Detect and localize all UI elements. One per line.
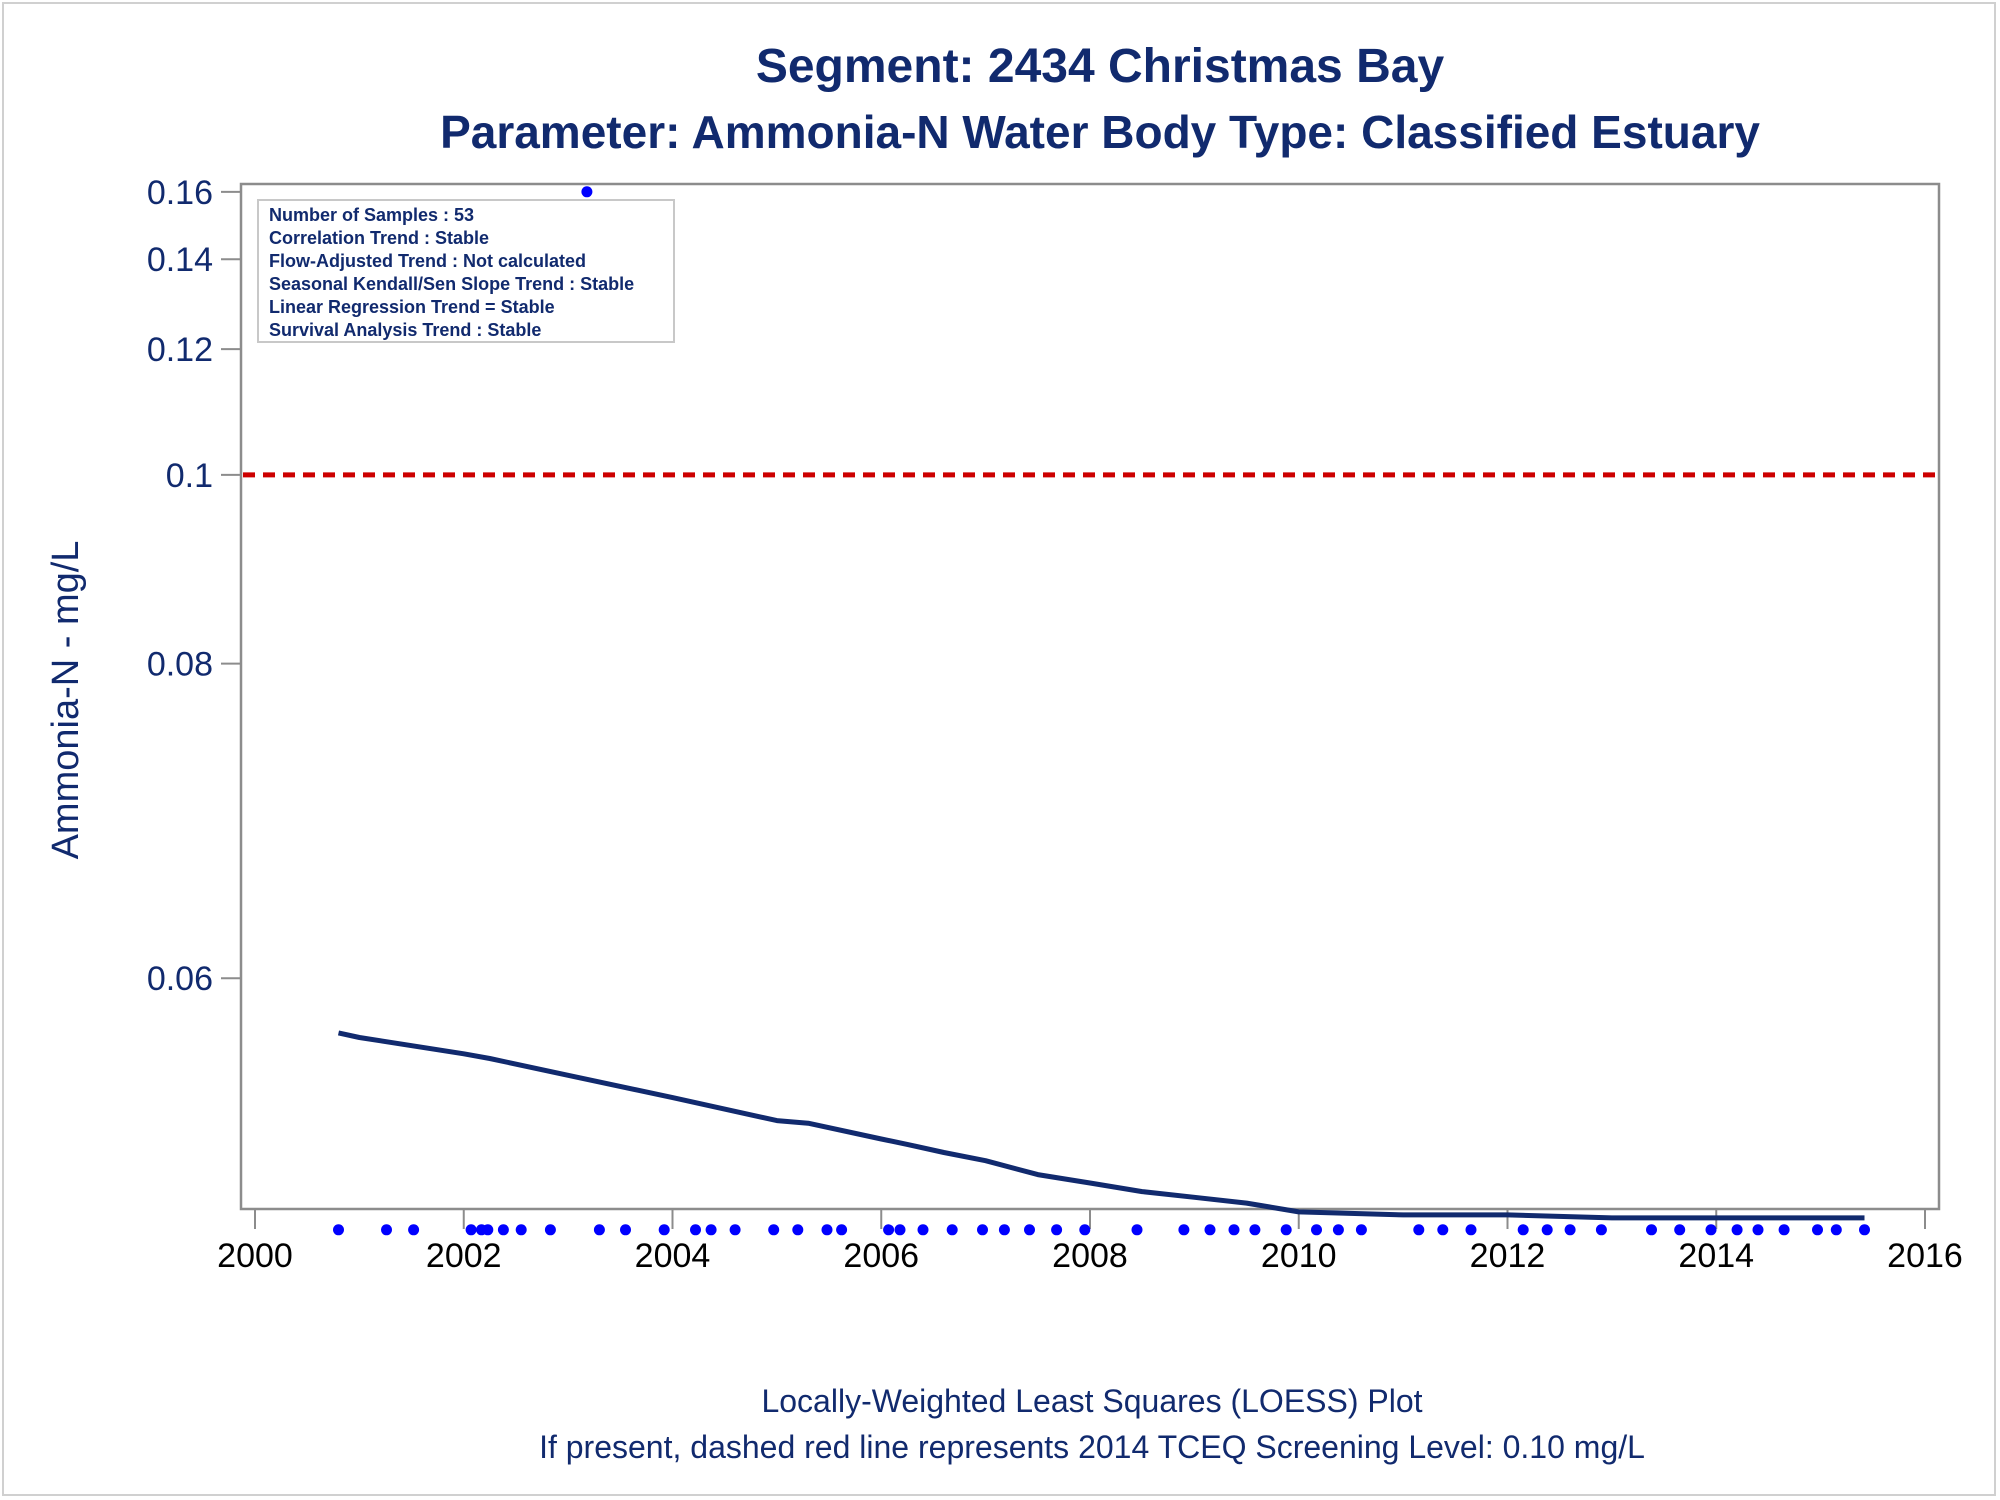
loess-line-layer: [337, 1030, 1865, 1221]
chart-title: Segment: 2434 Christmas Bay: [756, 40, 1445, 93]
plot-area: [239, 182, 1941, 1211]
x-axis: 2000 2002 2004 2006 2008 2010 2012 2014 2016: [217, 1209, 1963, 1275]
y-axis-label: Ammonia-N - mg/L: [45, 541, 87, 860]
sample-point: [792, 1224, 804, 1236]
annotation-seasonal-kendall: Seasonal Kendall/Sen Slope Trend : Stabl…: [269, 274, 634, 294]
sample-point: [544, 1224, 556, 1236]
sample-point: [1595, 1224, 1607, 1236]
sample-point: [690, 1224, 701, 1236]
y-axis: 0.06 0.08 0.1 0.12 0.14 0.16: [147, 174, 241, 998]
sample-point: [1674, 1224, 1686, 1236]
y-tick-label: 0.06: [147, 960, 213, 998]
sample-point: [1778, 1224, 1790, 1236]
trend-summary-box: Number of Samples : 53 Correlation Trend…: [257, 199, 675, 343]
sample-point: [1541, 1224, 1553, 1236]
sample-point: [1705, 1224, 1717, 1236]
sample-point: [381, 1224, 392, 1236]
x-tick-label: 2006: [843, 1237, 919, 1275]
x-tick-label: 2000: [217, 1237, 293, 1275]
annotation-linear-regression: Linear Regression Trend = Stable: [269, 297, 555, 317]
sample-point: [593, 1224, 605, 1236]
x-tick-label: 2010: [1261, 1237, 1337, 1275]
y-tick-label: 0.1: [166, 457, 213, 495]
sample-point: [883, 1224, 895, 1236]
sample-point: [705, 1224, 717, 1236]
sample-point: [1204, 1224, 1216, 1236]
sample-point: [1830, 1224, 1842, 1236]
y-tick-label: 0.16: [147, 174, 213, 212]
sample-point: [946, 1224, 958, 1236]
sample-point: [581, 186, 593, 198]
sample-point: [333, 1224, 344, 1236]
sample-point: [1355, 1224, 1367, 1236]
sample-point: [894, 1224, 906, 1236]
sample-point: [658, 1224, 670, 1236]
sample-point: [729, 1224, 741, 1236]
sample-point: [1079, 1224, 1091, 1236]
footer-method-note: Locally-Weighted Least Squares (LOESS) P…: [761, 1383, 1422, 1419]
annotation-survival-analysis: Survival Analysis Trend : Stable: [269, 320, 541, 340]
x-tick-label: 2008: [1052, 1237, 1128, 1275]
sample-point: [1564, 1224, 1576, 1236]
sample-point: [465, 1224, 477, 1236]
chart-subtitle: Parameter: Ammonia-N Water Body Type: Cl…: [440, 106, 1760, 158]
sample-point: [821, 1224, 833, 1236]
sample-point: [1437, 1224, 1449, 1236]
trend-summary-frame: [257, 199, 675, 343]
sample-point: [1646, 1224, 1657, 1236]
sample-point: [1178, 1224, 1190, 1236]
x-tick-label: 2004: [635, 1237, 711, 1275]
sample-point: [1024, 1224, 1035, 1236]
sample-point: [1413, 1224, 1425, 1236]
sample-point: [1752, 1224, 1764, 1236]
x-tick-label: 2016: [1887, 1237, 1963, 1275]
annotation-samples: Number of Samples : 53: [269, 205, 474, 225]
sample-point: [1731, 1224, 1743, 1236]
sample-point: [1131, 1224, 1143, 1236]
sample-point: [497, 1224, 509, 1236]
y-tick-label: 0.14: [147, 241, 213, 279]
x-tick-label: 2002: [426, 1237, 502, 1275]
sample-point: [917, 1224, 929, 1236]
sample-point: [1311, 1224, 1322, 1236]
sample-point: [1465, 1224, 1477, 1236]
sample-point: [515, 1224, 527, 1236]
sample-point: [836, 1224, 848, 1236]
sample-point: [1859, 1224, 1870, 1236]
x-tick-label: 2014: [1678, 1237, 1754, 1275]
sample-points-layer: [333, 186, 1870, 1236]
loess-line: [337, 1030, 1865, 1221]
footer-screening-note: If present, dashed red line represents 2…: [539, 1429, 1645, 1465]
sample-point: [1332, 1224, 1344, 1236]
sample-point: [1051, 1224, 1063, 1236]
sample-point: [1812, 1224, 1823, 1236]
sample-point: [1280, 1224, 1292, 1236]
sample-point: [408, 1224, 420, 1236]
annotation-flow-adjusted: Flow-Adjusted Trend : Not calculated: [269, 251, 586, 271]
sample-point: [482, 1224, 494, 1236]
sample-point: [1249, 1224, 1261, 1236]
sample-point: [768, 1224, 780, 1236]
sample-point: [977, 1224, 988, 1236]
sample-point: [1517, 1224, 1529, 1236]
y-tick-label: 0.08: [147, 646, 213, 684]
sample-point: [1228, 1224, 1240, 1236]
y-tick-label: 0.12: [147, 331, 213, 369]
x-tick-label: 2012: [1470, 1237, 1546, 1275]
sample-point: [998, 1224, 1010, 1236]
sample-point: [620, 1224, 631, 1236]
annotation-correlation: Correlation Trend : Stable: [269, 228, 489, 248]
